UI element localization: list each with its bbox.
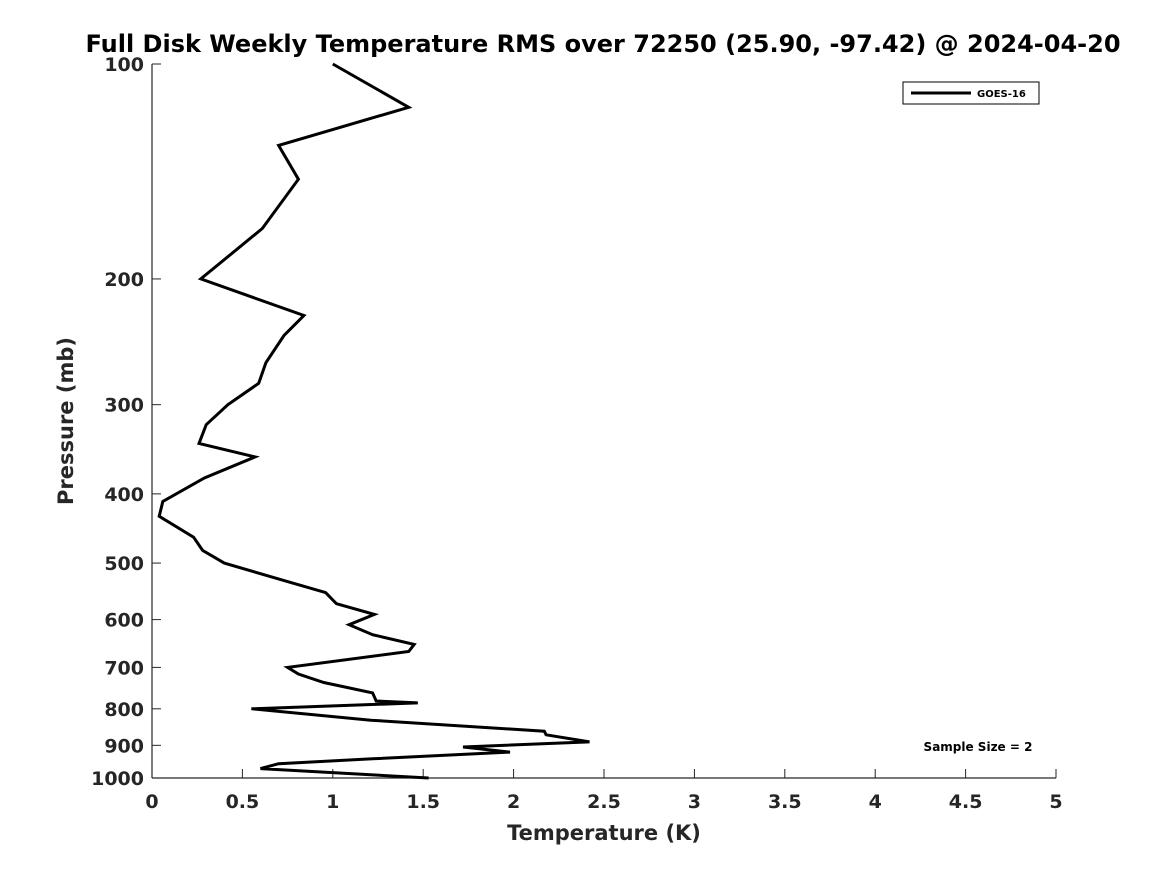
x-tick-label: 1.5 <box>406 791 440 813</box>
x-axis-ticks: 0 0.5 1 1.5 2 2.5 3 3.5 4 4.5 5 <box>145 769 1063 813</box>
y-axis-ticks: 100 200 300 400 500 600 700 800 900 1000 <box>91 54 161 790</box>
y-tick-label: 400 <box>104 484 144 506</box>
x-axis-label: Temperature (K) <box>507 821 701 845</box>
sample-size-annotation: Sample Size = 2 <box>924 740 1033 754</box>
x-tick-label: 2 <box>507 791 520 813</box>
x-tick-label: 0 <box>145 791 158 813</box>
y-tick-label: 200 <box>104 269 144 291</box>
y-tick-label: 800 <box>104 699 144 721</box>
y-tick-label: 900 <box>104 735 144 757</box>
chart-title: Full Disk Weekly Temperature RMS over 72… <box>85 30 1120 58</box>
y-tick-label: 600 <box>104 610 144 632</box>
plot-area <box>152 64 1056 778</box>
y-tick-label: 700 <box>104 657 144 679</box>
legend-label-goes-16: GOES-16 <box>977 89 1026 100</box>
y-tick-label: 300 <box>104 395 144 417</box>
x-tick-label: 4.5 <box>949 791 983 813</box>
y-axis-label: Pressure (mb) <box>54 337 78 505</box>
series-line-goes-16 <box>157 62 590 780</box>
series-layer <box>157 62 590 780</box>
y-tick-label: 500 <box>104 553 144 575</box>
x-tick-label: 5 <box>1049 791 1062 813</box>
legend: GOES-16 <box>902 81 1040 105</box>
y-tick-label: 100 <box>104 54 144 76</box>
x-tick-label: 3.5 <box>768 791 802 813</box>
x-tick-label: 3 <box>688 791 701 813</box>
x-tick-label: 0.5 <box>226 791 260 813</box>
x-tick-label: 4 <box>869 791 882 813</box>
x-tick-label: 1 <box>326 791 339 813</box>
y-tick-label: 1000 <box>91 768 144 790</box>
x-tick-label: 2.5 <box>587 791 621 813</box>
